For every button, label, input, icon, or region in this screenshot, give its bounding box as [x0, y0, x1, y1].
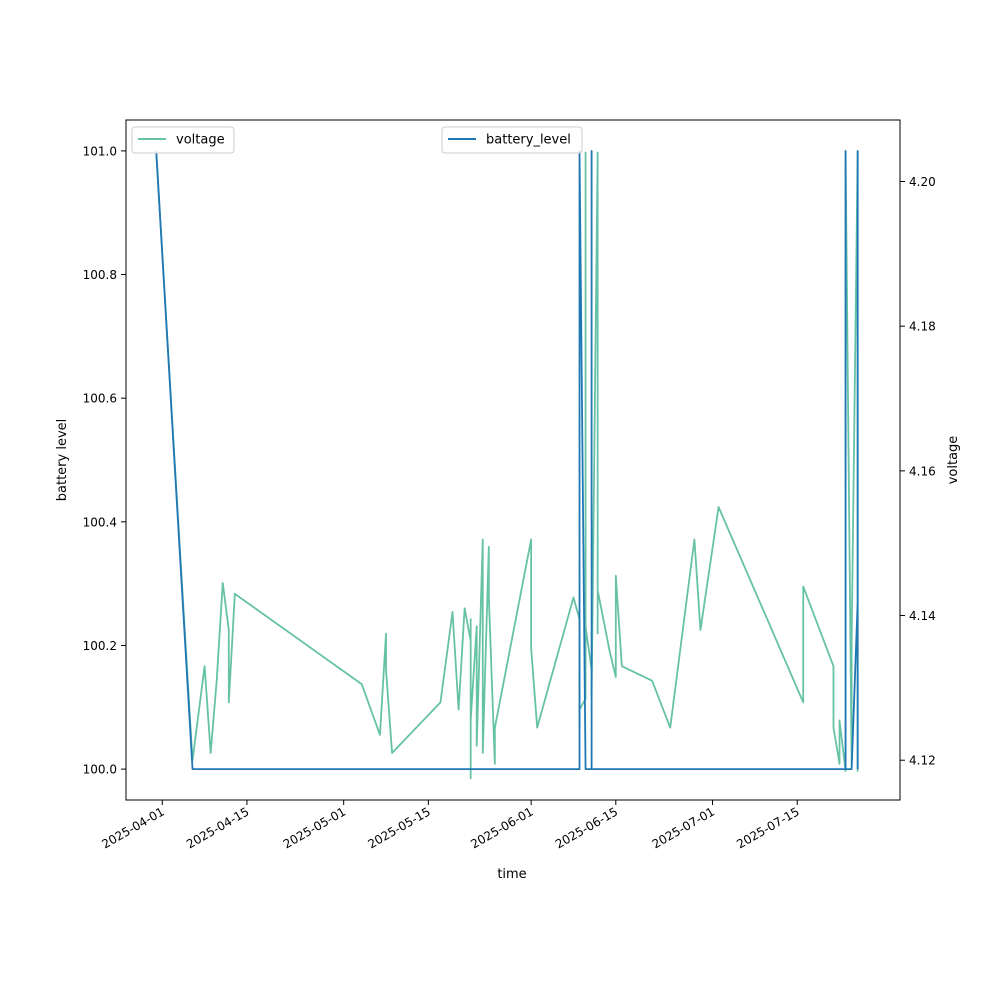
legend-voltage-label: voltage: [176, 133, 225, 148]
right-y-tick-label: 4.18: [909, 320, 936, 334]
right-y-tick-label: 4.20: [909, 175, 936, 189]
left-y-tick-label: 100.8: [83, 268, 117, 282]
x-axis-label: time: [497, 867, 526, 882]
left-y-axis: 100.0 100.2 100.4 100.6 100.8 101.0: [83, 144, 126, 777]
legend-voltage-box: [131, 126, 235, 154]
left-y-tick-label: 101.0: [83, 144, 117, 158]
left-y-tick-label: 100.4: [83, 515, 117, 529]
legend-battery-level-box: [441, 126, 583, 154]
left-y-tick-label: 100.0: [83, 763, 117, 777]
right-y-tick-label: 4.14: [909, 609, 936, 623]
series-line-battery-level: [155, 150, 859, 770]
right-y-axis: 4.12 4.14 4.16 4.18 4.20: [900, 175, 936, 768]
left-y-tick-label: 100.6: [83, 392, 117, 406]
right-y-tick-label: 4.12: [909, 754, 936, 768]
right-y-tick-label: 4.16: [909, 464, 936, 478]
right-y-axis-label: voltage: [946, 436, 961, 485]
legend-voltage: voltage: [131, 126, 235, 154]
series-layer: [155, 150, 859, 780]
left-y-tick-label: 100.2: [83, 639, 117, 653]
legend-battery-level-label: battery_level: [486, 133, 571, 148]
plot-frame: [125, 119, 901, 801]
left-y-axis-label: battery level: [55, 419, 70, 502]
legend-battery-level: battery_level: [441, 126, 583, 154]
series-line-voltage: [155, 151, 859, 780]
